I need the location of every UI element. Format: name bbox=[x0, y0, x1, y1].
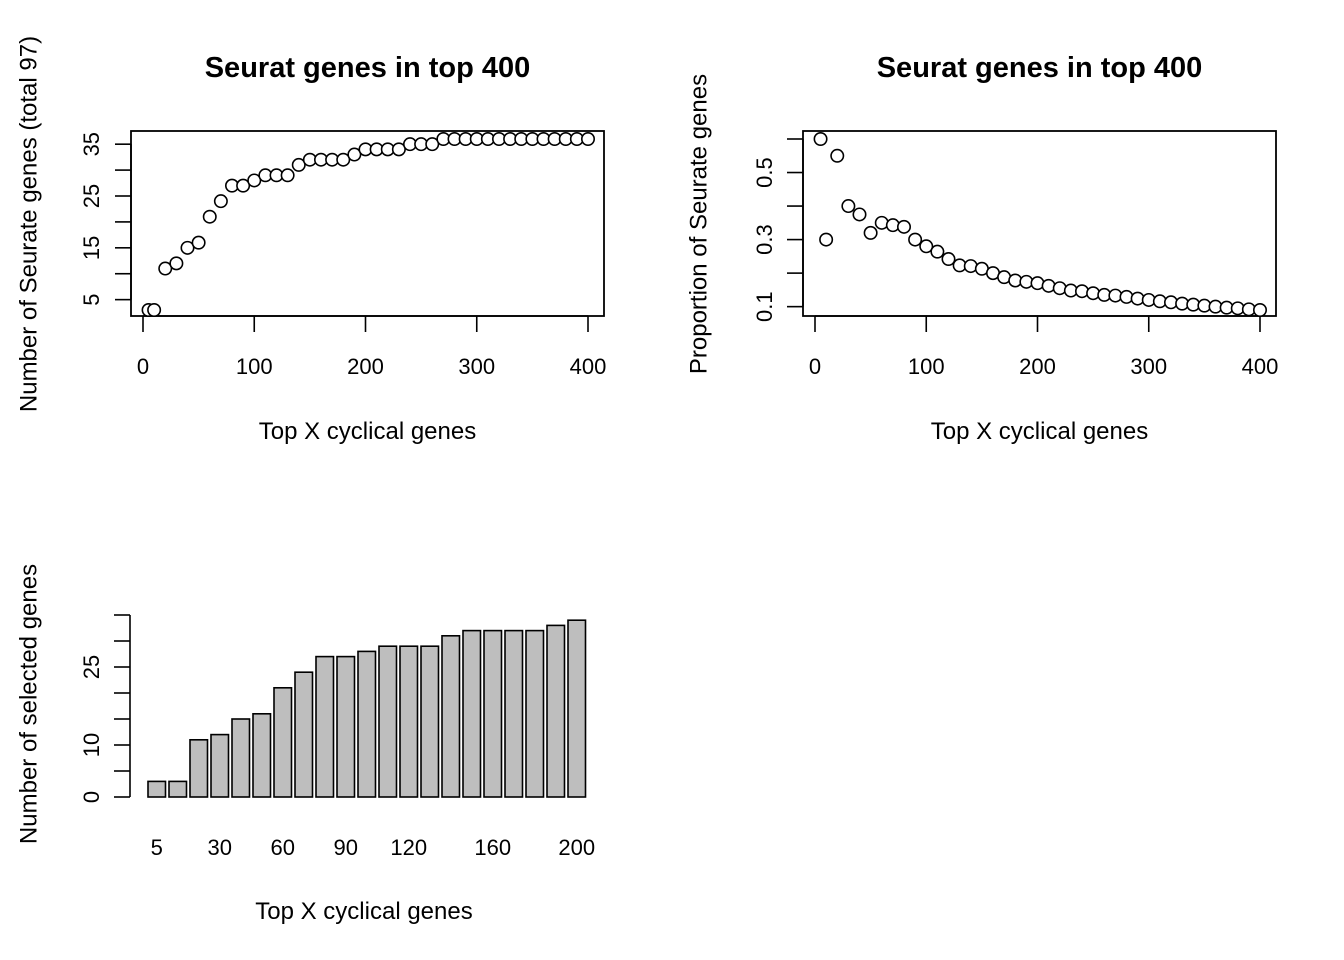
y-tick-label: 0.1 bbox=[752, 291, 777, 322]
data-point bbox=[896, 219, 911, 234]
bar bbox=[147, 780, 167, 798]
x-tick-label: 300 bbox=[458, 354, 495, 379]
y-axis-label: Proportion of Seurate genes bbox=[685, 74, 712, 374]
y-tick-label: 0.5 bbox=[752, 157, 777, 188]
x-tick-label: 30 bbox=[208, 835, 232, 860]
bar bbox=[294, 671, 314, 798]
data-point bbox=[347, 147, 362, 162]
data-point bbox=[191, 235, 206, 250]
plot-frame bbox=[130, 130, 605, 317]
y-tick-label: 35 bbox=[79, 132, 104, 156]
panel-selected-bar: 0 10 25 5 30 60 90 120 160 200 Top X cyclical gene… bbox=[15, 564, 595, 925]
data-point bbox=[169, 256, 184, 271]
bar bbox=[168, 780, 188, 798]
bar bbox=[357, 650, 377, 798]
data-point bbox=[280, 168, 295, 183]
x-axis-label: Top X cyclical genes bbox=[255, 898, 472, 925]
x-tick-label: 400 bbox=[1242, 354, 1279, 379]
bar bbox=[252, 712, 272, 798]
x-tick-label: 0 bbox=[137, 354, 149, 379]
x-tick-label: 100 bbox=[908, 354, 945, 379]
x-tick-label: 60 bbox=[271, 835, 295, 860]
y-tick-label: 15 bbox=[79, 236, 104, 260]
data-point bbox=[291, 157, 306, 172]
x-tick-label: 400 bbox=[570, 354, 607, 379]
data-point bbox=[236, 178, 251, 193]
bar bbox=[504, 629, 524, 798]
data-point bbox=[874, 215, 889, 230]
bar bbox=[336, 655, 356, 798]
x-tick-label: 120 bbox=[390, 835, 427, 860]
bar bbox=[378, 645, 398, 798]
bar bbox=[483, 629, 503, 798]
x-axis-label: Top X cyclical genes bbox=[931, 418, 1148, 445]
chart-title: Seurat genes in top 400 bbox=[205, 52, 531, 84]
x-tick-label: 90 bbox=[334, 835, 358, 860]
data-point bbox=[852, 207, 867, 222]
y-tick-label: 5 bbox=[79, 294, 104, 306]
data-point bbox=[336, 152, 351, 167]
data-point bbox=[425, 137, 440, 152]
data-point bbox=[830, 148, 845, 163]
y-tick-label: 0 bbox=[79, 791, 104, 803]
bar bbox=[525, 629, 545, 798]
y-tick-label: 10 bbox=[79, 733, 104, 757]
data-point bbox=[841, 199, 856, 214]
data-point bbox=[1075, 284, 1090, 299]
panel-count-scatter: 0 100 200 300 400 5 15 25 35 Seurat genes in top … bbox=[15, 36, 606, 445]
x-tick-label: 200 bbox=[347, 354, 384, 379]
bar bbox=[441, 634, 461, 798]
data-point bbox=[180, 240, 195, 255]
bar bbox=[189, 738, 209, 798]
data-point bbox=[1253, 302, 1268, 317]
data-point bbox=[908, 232, 923, 247]
data-point bbox=[930, 244, 945, 259]
data-point bbox=[158, 261, 173, 276]
data-point bbox=[813, 132, 828, 147]
x-axis-label: Top X cyclical genes bbox=[259, 418, 476, 445]
y-tick-label: 25 bbox=[79, 184, 104, 208]
x-tick-label: 160 bbox=[474, 835, 511, 860]
data-point bbox=[213, 194, 228, 209]
bar bbox=[273, 686, 293, 798]
data-point bbox=[391, 142, 406, 157]
data-point bbox=[919, 239, 934, 254]
y-axis-label: Number of selected genes bbox=[15, 564, 42, 844]
y-axis-label: Number of Seurate genes (total 97) bbox=[15, 36, 42, 412]
data-point bbox=[863, 225, 878, 240]
bar bbox=[231, 718, 251, 798]
data-point bbox=[819, 232, 834, 247]
data-point bbox=[147, 302, 162, 317]
bar bbox=[546, 624, 566, 798]
data-point bbox=[247, 173, 262, 188]
bar bbox=[462, 629, 482, 798]
bar bbox=[399, 645, 419, 798]
chart-title: Seurat genes in top 400 bbox=[877, 52, 1203, 84]
data-point bbox=[1052, 281, 1067, 296]
y-tick-label: 25 bbox=[79, 655, 104, 679]
data-point bbox=[580, 132, 595, 147]
y-tick-label: 0.3 bbox=[752, 224, 777, 255]
x-tick-label: 100 bbox=[236, 354, 273, 379]
x-tick-label: 200 bbox=[558, 835, 595, 860]
bar bbox=[567, 619, 587, 798]
data-point bbox=[202, 209, 217, 224]
x-tick-label: 0 bbox=[809, 354, 821, 379]
data-point bbox=[941, 252, 956, 267]
x-tick-label: 200 bbox=[1019, 354, 1056, 379]
panel-proportion-scatter: 0 100 200 300 400 0.1 0.3 0.5 Seurat genes in to… bbox=[685, 52, 1278, 445]
bar bbox=[315, 655, 335, 798]
data-point bbox=[1041, 278, 1056, 293]
bar bbox=[420, 645, 440, 798]
x-tick-label: 300 bbox=[1130, 354, 1167, 379]
x-tick-label: 5 bbox=[151, 835, 163, 860]
bar bbox=[210, 733, 230, 798]
